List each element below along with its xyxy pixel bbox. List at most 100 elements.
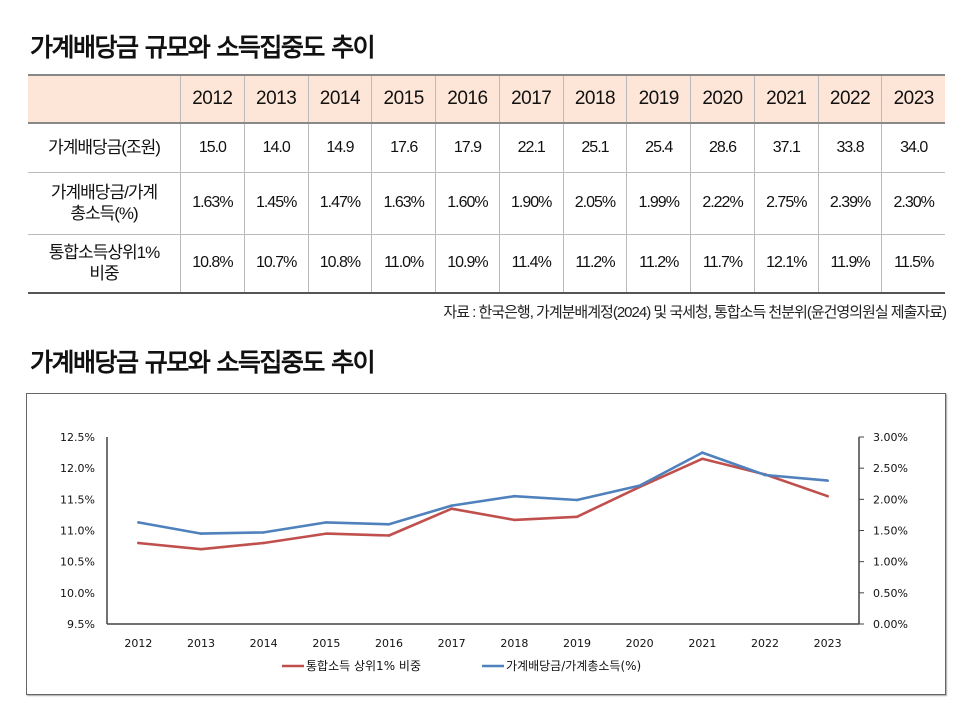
table-cell: 11.2%: [562, 234, 627, 293]
year-header: 2019: [626, 75, 691, 123]
table-cell: 34.0: [881, 123, 945, 172]
table-cell: 1.90%: [498, 172, 564, 234]
x-axis-tick-label: 2017: [438, 637, 466, 650]
table-cell: 37.1: [753, 123, 819, 172]
x-axis-tick-label: 2015: [312, 637, 340, 650]
left-axis-tick-label: 10.5%: [60, 556, 95, 569]
table-cell: 11.5%: [881, 234, 945, 293]
year-header: 2017: [498, 75, 564, 123]
x-axis-tick-label: 2021: [688, 637, 716, 650]
data-point: [325, 532, 328, 535]
data-point: [575, 498, 579, 502]
data-point: [387, 534, 391, 537]
x-axis-tick-label: 2022: [751, 637, 779, 650]
table-cell: 10.9%: [435, 234, 500, 293]
table-cell: 1.47%: [307, 172, 372, 234]
year-header: 2021: [753, 75, 819, 123]
table-row: 통합소득상위1% 비중 10.8% 10.7% 10.8% 11.0% 10.9% 11.4%…: [28, 234, 945, 293]
data-point: [513, 518, 516, 522]
legend-label-top1-share: 통합소득 상위1% 비중: [306, 659, 421, 673]
year-header: 2022: [817, 75, 882, 123]
row-label: 가계배당금/가계 총소득(%): [28, 172, 181, 234]
x-axis-tick-label: 2013: [187, 637, 215, 650]
right-axis-tick-label: 1.50%: [873, 525, 908, 538]
table-cell: 28.6: [690, 123, 755, 172]
chart-title: 가계배당금 규모와 소득집중도 추이: [30, 348, 376, 377]
table-cell: 17.9: [435, 123, 500, 172]
table-cell: 15.0: [180, 123, 245, 172]
x-axis-tick-label: 2018: [500, 637, 528, 650]
table-cell: 2.75%: [753, 172, 819, 234]
data-point: [262, 541, 265, 545]
data-point: [763, 473, 767, 477]
table-cell: 1.63%: [371, 172, 436, 234]
left-axis-tick-label: 11.5%: [60, 493, 95, 506]
table-cell: 11.0%: [371, 234, 436, 293]
table-cell: 14.0: [243, 123, 309, 172]
year-header: 2020: [690, 75, 755, 123]
year-header: 2014: [307, 75, 372, 123]
table-cell: 17.6: [371, 123, 436, 172]
year-header: 2018: [562, 75, 627, 123]
data-point: [450, 504, 453, 507]
data-point: [137, 521, 140, 524]
left-axis-tick-label: 12.0%: [60, 462, 95, 475]
year-header: 2013: [243, 75, 309, 123]
row-label: 가계배당금(조원): [48, 138, 161, 158]
row-label-line: 비중: [89, 264, 119, 284]
table-cell: 11.9%: [817, 234, 882, 293]
table-cell: 11.2%: [626, 234, 691, 293]
x-axis-tick-label: 2020: [626, 637, 654, 650]
data-point: [450, 507, 453, 510]
row-label-line: 통합소득상위1%: [48, 243, 160, 263]
year-header: 2023: [881, 75, 945, 123]
table-cell: 2.39%: [817, 172, 882, 234]
series-line-top1-share: [138, 457, 829, 551]
left-axis-tick-label: 9.5%: [67, 618, 95, 631]
line-chart: 12.5% 12.0% 11.5% 11.0% 10.5% 10.0% 9.5% 3.00% 2…: [60, 431, 908, 673]
table-cell: 11.4%: [498, 234, 564, 293]
right-axis-tick-label: 3.00%: [873, 431, 908, 444]
x-axis-tick-label: 2014: [250, 637, 278, 650]
x-axis-tick-label: 2016: [375, 637, 403, 650]
table-cell: 12.1%: [753, 234, 819, 293]
chart-container: 12.5% 12.0% 11.5% 11.0% 10.5% 10.0% 9.5% 3.00% 2…: [26, 393, 946, 695]
table-cell: 2.30%: [881, 172, 945, 234]
table-cell: 14.9: [307, 123, 372, 172]
table-cell: 33.8: [817, 123, 882, 172]
table-header-row: 2012 2013 2014 2015 2016 2017 2018 2019 …: [28, 75, 945, 123]
table-cell: 1.63%: [180, 172, 245, 234]
data-point: [137, 541, 140, 545]
table-cell: 10.7%: [243, 234, 309, 293]
data-point: [826, 494, 829, 498]
x-axis-tick-label: 2012: [124, 637, 152, 650]
table-cell: 2.22%: [690, 172, 755, 234]
table-cell: 11.7%: [690, 234, 755, 293]
legend-label-dividend-ratio: 가계배당금/가계총소득(%): [506, 659, 641, 673]
right-axis-tick-label: 0.00%: [873, 618, 908, 631]
right-axis-tick-label: 0.50%: [873, 587, 908, 600]
data-point: [262, 531, 265, 534]
header-blank: [28, 75, 181, 123]
left-axis-tick-label: 11.0%: [60, 525, 95, 538]
data-point: [701, 457, 704, 461]
table-cell: 10.8%: [180, 234, 245, 293]
data-point: [387, 522, 391, 526]
x-axis-tick-label: 2023: [814, 637, 842, 650]
table-cell: 1.99%: [626, 172, 691, 234]
left-axis-tick-label: 12.5%: [60, 431, 95, 444]
table-cell: 1.60%: [435, 172, 500, 234]
table-cell: 1.45%: [243, 172, 309, 234]
data-point: [575, 515, 579, 519]
data-table: 2012 2013 2014 2015 2016 2017 2018 2019 …: [28, 74, 945, 294]
row-label-line: 가계배당금/가계: [50, 183, 158, 202]
table-cell: 22.1: [498, 123, 564, 172]
right-axis-tick-label: 2.50%: [873, 462, 908, 475]
data-point: [701, 451, 704, 454]
data-point: [638, 484, 641, 487]
table-row: 가계배당금/가계 총소득(%) 1.63% 1.45% 1.47% 1.63% 1.60% 1…: [28, 172, 945, 234]
data-point: [199, 532, 203, 535]
table-cell: 25.1: [562, 123, 627, 172]
table-cell: 25.4: [626, 123, 691, 172]
year-header: 2015: [371, 75, 436, 123]
